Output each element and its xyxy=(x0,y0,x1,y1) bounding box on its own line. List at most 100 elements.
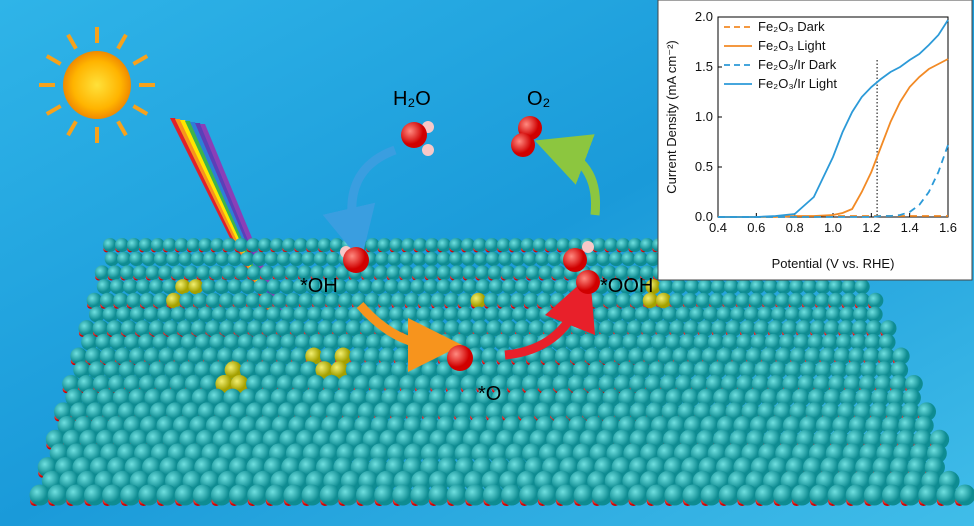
atom xyxy=(324,292,341,309)
sun-ray xyxy=(132,104,149,116)
atom xyxy=(744,388,763,407)
atom xyxy=(954,484,974,506)
atom xyxy=(722,333,739,351)
atom xyxy=(164,361,182,379)
atom xyxy=(293,238,308,252)
atom xyxy=(813,374,831,393)
atom xyxy=(421,402,441,421)
atom xyxy=(393,347,411,365)
atom xyxy=(152,292,169,309)
atom xyxy=(179,361,197,379)
atom xyxy=(209,361,227,379)
atom xyxy=(207,388,226,407)
atom xyxy=(812,306,829,323)
atom xyxy=(716,347,734,365)
atom xyxy=(446,484,468,506)
atom xyxy=(399,265,414,281)
atom xyxy=(305,238,320,252)
atom xyxy=(305,347,323,365)
atom xyxy=(640,238,655,252)
atom xyxy=(836,333,853,351)
atom xyxy=(126,292,142,309)
atom xyxy=(349,388,369,407)
atom xyxy=(475,279,491,295)
atom xyxy=(437,402,457,421)
atom xyxy=(144,388,163,407)
atom xyxy=(593,306,610,323)
atom xyxy=(95,333,113,351)
atom xyxy=(748,292,765,309)
atom xyxy=(247,320,264,337)
atom xyxy=(386,265,402,281)
atom xyxy=(252,306,269,323)
atom xyxy=(166,292,182,309)
y-tick-label: 0.0 xyxy=(695,209,713,224)
arrows xyxy=(322,134,601,372)
atom xyxy=(430,292,447,309)
atom xyxy=(671,279,687,295)
atom xyxy=(109,279,126,295)
atom xyxy=(88,306,105,323)
atom xyxy=(289,251,304,267)
atom xyxy=(735,292,751,309)
atom xyxy=(514,320,531,337)
atom xyxy=(767,374,785,393)
atom xyxy=(481,361,500,379)
atom xyxy=(363,347,382,365)
atom xyxy=(830,361,848,379)
ooh-label: *OOH xyxy=(600,275,653,297)
atom xyxy=(682,484,704,506)
atom xyxy=(827,484,849,506)
atom xyxy=(318,388,337,407)
atom xyxy=(114,238,129,252)
x-tick-label: 1.2 xyxy=(862,220,880,235)
atom xyxy=(633,361,651,379)
atom xyxy=(73,361,91,379)
x-tick-label: 1.0 xyxy=(824,220,842,235)
x-tick-label: 1.4 xyxy=(901,220,919,235)
atom xyxy=(203,251,218,267)
atom xyxy=(532,238,547,252)
atom xyxy=(275,320,292,337)
atom xyxy=(191,388,211,407)
atom xyxy=(383,374,402,393)
atom xyxy=(461,251,476,267)
atom xyxy=(538,265,554,281)
atom xyxy=(855,388,874,407)
atom xyxy=(381,388,400,407)
sun-ray xyxy=(66,120,78,137)
atom xyxy=(807,388,827,407)
atom xyxy=(280,333,298,351)
atom xyxy=(550,292,566,309)
atom xyxy=(464,484,486,506)
atom xyxy=(223,388,242,407)
atom xyxy=(374,484,396,506)
atom xyxy=(213,402,233,421)
atom xyxy=(116,251,132,267)
atom xyxy=(866,306,883,323)
atom xyxy=(258,238,273,252)
atom xyxy=(208,265,224,281)
atom xyxy=(126,238,141,252)
atom xyxy=(270,388,290,407)
atom xyxy=(444,292,460,309)
atom xyxy=(326,251,341,267)
atom xyxy=(525,306,542,323)
sun-ray xyxy=(116,120,128,137)
atom xyxy=(29,484,51,506)
atom xyxy=(120,265,135,281)
atom xyxy=(604,238,619,252)
atom xyxy=(539,306,556,323)
atom xyxy=(234,265,250,281)
atom xyxy=(143,347,161,365)
atom xyxy=(156,484,178,506)
atom xyxy=(592,238,607,252)
atom xyxy=(784,361,803,379)
atom xyxy=(96,388,116,407)
atom xyxy=(527,279,544,295)
atom xyxy=(239,251,255,267)
atom xyxy=(573,484,595,506)
atom xyxy=(866,320,883,337)
atom xyxy=(739,320,756,337)
